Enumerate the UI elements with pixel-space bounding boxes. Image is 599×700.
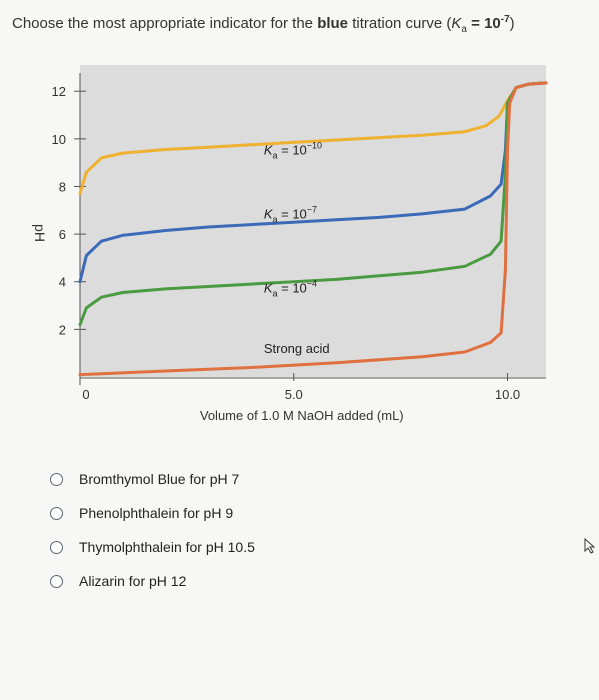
series-label: Ka = 10−7 <box>264 205 317 225</box>
x-tick-label: 0 <box>82 387 89 402</box>
option-bromthymol-blue[interactable]: Bromthymol Blue for pH 7 <box>50 462 255 496</box>
x-axis-label: Volume of 1.0 M NaOH added (mL) <box>200 408 404 423</box>
y-tick-label: 4 <box>59 275 66 290</box>
y-tick-label: 2 <box>59 322 66 337</box>
y-tick-label: 6 <box>59 227 66 242</box>
option-label: Bromthymol Blue for pH 7 <box>79 471 240 487</box>
radio-icon[interactable] <box>50 472 63 486</box>
answer-options: Bromthymol Blue for pH 7 Phenolphthalein… <box>50 462 255 598</box>
question-suffix: titration curve ( <box>352 15 452 32</box>
x-tick-label: 10.0 <box>495 387 520 402</box>
question-ka-eq: = 10 <box>466 15 501 32</box>
option-label: Alizarin for pH 12 <box>79 573 187 589</box>
y-tick-label: 12 <box>52 84 66 99</box>
radio-icon[interactable] <box>50 574 63 588</box>
question-emphasis: blue <box>317 15 349 32</box>
question-text: Choose the most appropriate indicator fo… <box>12 14 515 35</box>
y-axis-label: pH <box>32 224 48 242</box>
series-line <box>78 81 548 377</box>
y-tick-label: 8 <box>59 179 66 194</box>
y-tick-label: 10 <box>52 132 66 147</box>
series-label: Ka = 10−10 <box>264 140 322 160</box>
question-ka-symbol: K <box>451 15 462 32</box>
titration-chart: 2 4 6 8 10 12 0 5.0 10.0 Volume of 1.0 M NaOH add… <box>32 65 548 423</box>
arrow-cursor-icon <box>584 538 596 554</box>
radio-icon[interactable] <box>50 506 63 520</box>
question-close: ) <box>509 15 515 32</box>
question-ka-sub: a <box>461 24 467 35</box>
option-phenolphthalein[interactable]: Phenolphthalein for pH 9 <box>50 496 255 530</box>
option-label: Phenolphthalein for pH 9 <box>79 505 234 521</box>
x-tick-label: 5.0 <box>285 387 303 402</box>
question-prefix: Choose the most appropriate indicator fo… <box>12 15 314 32</box>
series-label: Strong acid <box>264 341 330 356</box>
series-label: Ka = 10−4 <box>264 278 317 298</box>
question-ka-exp: -7 <box>500 14 510 25</box>
option-thymolphthalein[interactable]: Thymolphthalein for pH 10.5 <box>50 530 255 564</box>
series-line <box>78 81 548 327</box>
option-label: Thymolphthalein for pH 10.5 <box>79 539 255 555</box>
radio-icon[interactable] <box>50 540 63 554</box>
option-alizarin[interactable]: Alizarin for pH 12 <box>50 564 255 598</box>
